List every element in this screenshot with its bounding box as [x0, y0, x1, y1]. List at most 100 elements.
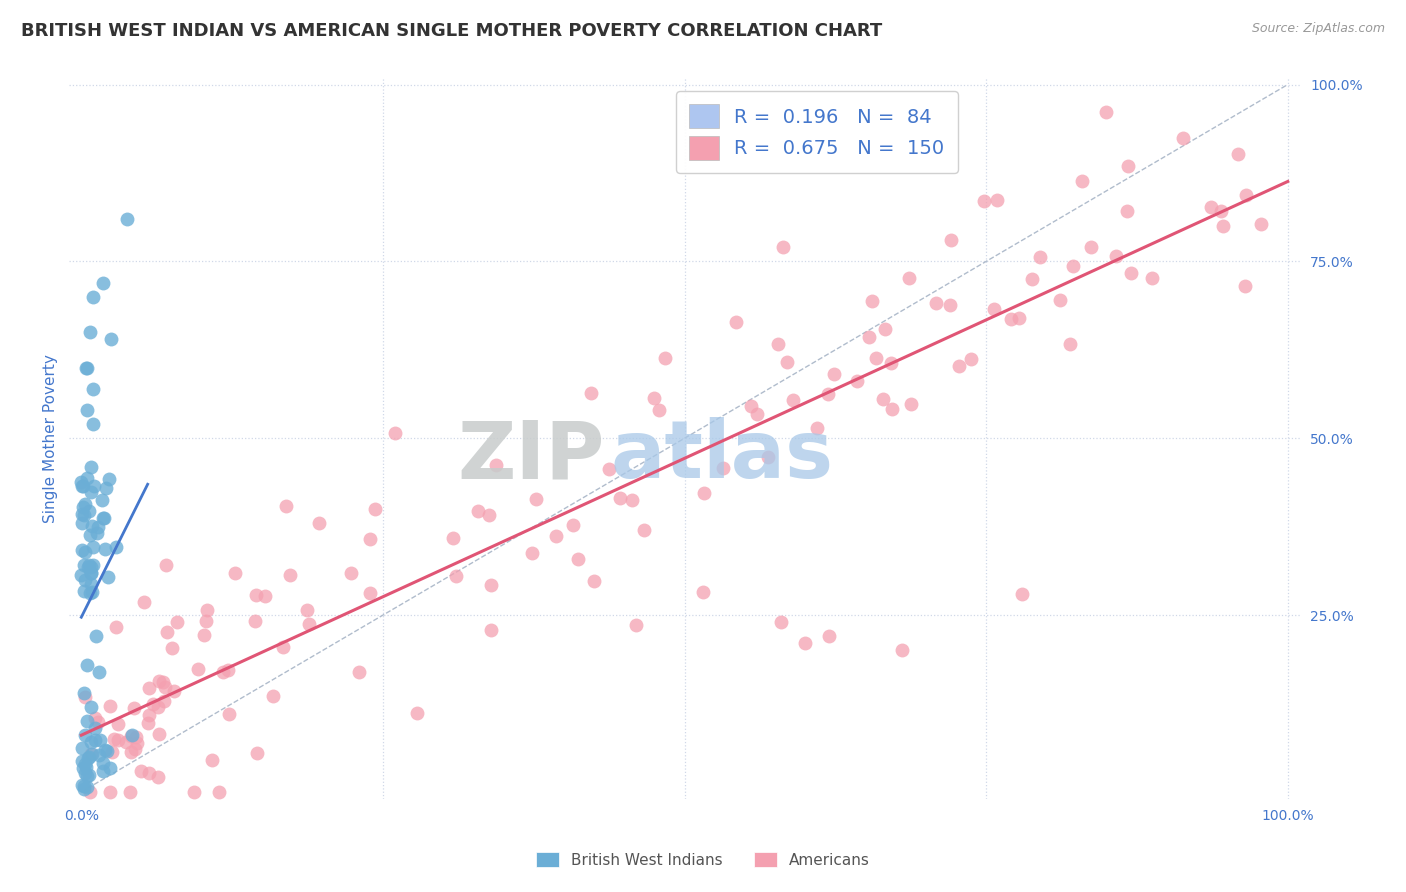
Point	[772, 239, 794, 253]
Point	[770, 615, 793, 630]
Point	[862, 293, 884, 308]
Point	[152, 694, 174, 708]
Point	[127, 736, 149, 750]
Point	[166, 615, 188, 630]
Point	[132, 595, 155, 609]
Point	[138, 708, 160, 723]
Point	[70, 741, 93, 756]
Point	[986, 194, 1008, 208]
Point	[620, 492, 643, 507]
Text: BRITISH WEST INDIAN VS AMERICAN SINGLE MOTHER POVERTY CORRELATION CHART: BRITISH WEST INDIAN VS AMERICAN SINGLE M…	[21, 22, 883, 40]
Point	[83, 479, 105, 493]
Point	[925, 296, 948, 310]
Point	[1199, 201, 1222, 215]
Point	[73, 690, 96, 704]
Point	[713, 461, 735, 475]
Point	[80, 518, 103, 533]
Point	[73, 766, 96, 780]
Point	[82, 382, 104, 396]
Point	[84, 721, 107, 735]
Point	[73, 782, 96, 797]
Point	[91, 756, 114, 770]
Point	[152, 675, 174, 690]
Point	[725, 315, 748, 329]
Point	[76, 780, 98, 795]
Point	[115, 735, 138, 749]
Point	[624, 618, 647, 632]
Point	[1062, 259, 1084, 273]
Point	[582, 574, 605, 588]
Point	[875, 322, 897, 336]
Point	[72, 755, 94, 769]
Point	[76, 360, 98, 375]
Point	[129, 764, 152, 778]
Point	[782, 392, 804, 407]
Point	[160, 641, 183, 656]
Point	[125, 730, 148, 744]
Point	[148, 770, 170, 784]
Point	[80, 576, 103, 591]
Point	[79, 586, 101, 600]
Point	[101, 745, 124, 759]
Point	[406, 706, 429, 721]
Point	[890, 643, 912, 657]
Point	[747, 407, 769, 421]
Point	[865, 351, 887, 365]
Point	[1212, 219, 1234, 234]
Point	[91, 493, 114, 508]
Point	[107, 733, 129, 747]
Point	[105, 540, 128, 554]
Point	[82, 558, 104, 573]
Point	[83, 733, 105, 747]
Point	[1049, 293, 1071, 308]
Point	[520, 546, 543, 560]
Point	[295, 602, 318, 616]
Point	[693, 486, 716, 500]
Point	[82, 541, 104, 555]
Point	[79, 527, 101, 541]
Point	[567, 551, 589, 566]
Point	[1233, 279, 1256, 293]
Point	[82, 585, 104, 599]
Point	[1059, 336, 1081, 351]
Point	[148, 674, 170, 689]
Point	[77, 559, 100, 574]
Point	[880, 356, 903, 370]
Point	[77, 749, 100, 764]
Point	[76, 470, 98, 484]
Point	[70, 567, 93, 582]
Point	[73, 508, 96, 522]
Point	[77, 558, 100, 572]
Point	[245, 589, 267, 603]
Point	[73, 780, 96, 794]
Point	[217, 663, 239, 677]
Point	[941, 234, 963, 248]
Point	[278, 568, 301, 582]
Point	[70, 778, 93, 792]
Point	[524, 491, 547, 506]
Point	[70, 516, 93, 530]
Point	[224, 566, 246, 580]
Text: atlas: atlas	[610, 417, 834, 495]
Point	[740, 399, 762, 413]
Point	[546, 528, 568, 542]
Point	[79, 325, 101, 339]
Point	[70, 479, 93, 493]
Point	[246, 746, 269, 760]
Point	[880, 401, 903, 416]
Point	[82, 290, 104, 304]
Point	[98, 762, 121, 776]
Point	[76, 714, 98, 729]
Point	[98, 785, 121, 799]
Point	[271, 640, 294, 654]
Point	[858, 330, 880, 344]
Point	[80, 735, 103, 749]
Point	[692, 585, 714, 599]
Point	[153, 680, 176, 694]
Point	[193, 628, 215, 642]
Text: Source: ZipAtlas.com: Source: ZipAtlas.com	[1251, 22, 1385, 36]
Point	[648, 402, 671, 417]
Point	[76, 657, 98, 672]
Point	[72, 500, 94, 514]
Point	[76, 403, 98, 417]
